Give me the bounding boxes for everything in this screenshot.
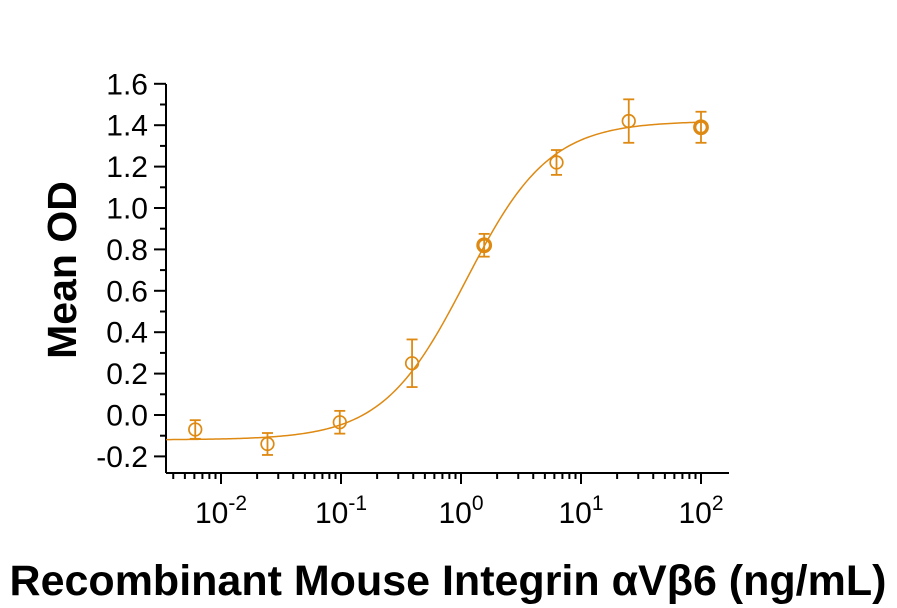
data-point-marker (260, 436, 275, 452)
data-point-group (260, 432, 275, 456)
data-point-group (476, 232, 493, 258)
x-axis-tick-label: 100 (438, 492, 483, 530)
y-axis-title: Mean OD (39, 181, 85, 359)
y-axis-tick-label: 1.4 (106, 110, 148, 143)
data-point-marker (621, 113, 636, 129)
y-axis-tick-label: 1.2 (106, 151, 148, 184)
x-axis-title: Recombinant Mouse Integrin αVβ6 (ng/mL) (10, 557, 887, 605)
x-axis-tick-label: 102 (678, 492, 723, 530)
data-point-group (332, 409, 347, 435)
data-point-marker (404, 356, 420, 371)
y-axis-tick-label: 1.0 (106, 193, 148, 226)
data-point-group (549, 149, 564, 176)
y-axis-tick-label: 0.6 (106, 275, 148, 308)
data-point-marker (332, 415, 347, 430)
data-point-group (621, 98, 636, 144)
fit-curve (166, 121, 702, 441)
data-point-group (693, 110, 709, 144)
y-axis-tick-label: 0.4 (106, 317, 148, 350)
series-layer (166, 98, 709, 456)
y-axis-tick-label: 0.8 (106, 234, 148, 267)
x-axis-tick-label: 101 (558, 492, 603, 530)
y-axis-tick-label: -0.2 (96, 441, 148, 474)
y-axis-tick-label: 0.0 (106, 400, 148, 433)
axes-layer: -0.2 0.0 0.2 0.4 0.6 0.8 1.0 1.2 1.4 1.6 10-2 10-1 1… (96, 68, 729, 530)
data-point-marker (476, 237, 493, 254)
y-axis-tick-label: 1.6 (106, 68, 148, 101)
x-axis-tick-label: 10-2 (195, 492, 247, 530)
data-point-group (404, 338, 420, 388)
data-point-marker (549, 155, 564, 170)
data-point-group (188, 419, 203, 440)
data-point-marker (693, 119, 709, 136)
y-axis-tick-label: 0.2 (106, 358, 148, 391)
x-axis-tick-label: 10-1 (315, 492, 367, 530)
data-point-marker (188, 422, 203, 437)
